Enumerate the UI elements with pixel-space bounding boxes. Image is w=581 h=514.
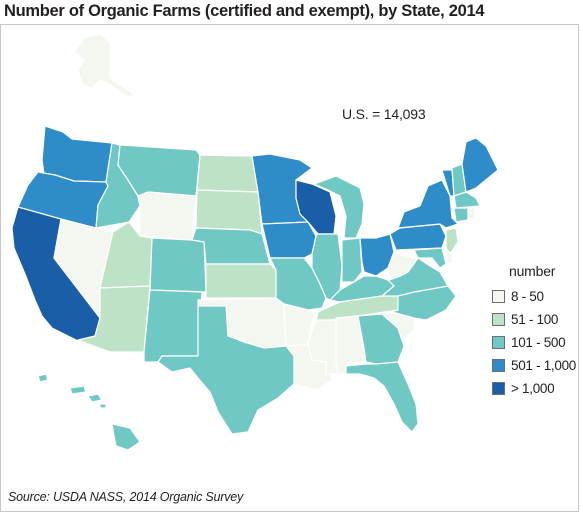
state-maine xyxy=(461,137,499,193)
legend-item: 501 - 1,000 xyxy=(492,354,578,377)
state-missouri xyxy=(269,257,327,311)
legend-label: 51 - 100 xyxy=(511,312,559,327)
state-maryland xyxy=(413,247,447,269)
legend-label: 8 - 50 xyxy=(511,289,544,304)
state-michigan xyxy=(313,175,365,239)
state-kansas xyxy=(205,263,277,299)
state-illinois xyxy=(311,233,343,301)
legend-swatch xyxy=(492,336,505,349)
legend-title: number xyxy=(509,263,556,279)
state-delaware xyxy=(445,249,453,265)
map-frame xyxy=(0,24,579,512)
state-indiana xyxy=(341,237,363,283)
state-north-dakota xyxy=(196,154,259,193)
legend-item: 8 - 50 xyxy=(492,285,578,308)
state-florida xyxy=(345,361,419,433)
state-south-dakota xyxy=(195,189,263,235)
legend-item: > 1,000 xyxy=(492,377,578,400)
state-massachusetts xyxy=(453,191,481,209)
page-title: Number of Organic Farms (certified and e… xyxy=(4,2,485,20)
state-alaska xyxy=(73,33,135,97)
state-colorado xyxy=(149,237,207,293)
us-total-label: U.S. = 14,093 xyxy=(342,106,426,122)
state-rhode-island xyxy=(467,207,477,221)
source-note: Source: USDA NASS, 2014 Organic Survey xyxy=(8,490,244,504)
legend-item: 51 - 100 xyxy=(492,308,578,331)
state-iowa xyxy=(261,221,317,259)
legend: number 8 - 50 51 - 100 101 - 500 501 - 1… xyxy=(492,263,578,400)
state-connecticut xyxy=(453,207,469,223)
state-hawaii xyxy=(37,373,141,451)
legend-item: 101 - 500 xyxy=(492,331,578,354)
legend-swatch xyxy=(492,382,505,395)
state-texas xyxy=(157,305,295,435)
legend-swatch xyxy=(492,290,505,303)
legend-label: > 1,000 xyxy=(511,381,555,396)
state-new-mexico xyxy=(143,289,203,363)
legend-swatch xyxy=(492,359,505,372)
state-wyoming xyxy=(137,191,197,241)
legend-label: 101 - 500 xyxy=(511,335,566,350)
state-washington xyxy=(41,125,113,183)
legend-label: 501 - 1,000 xyxy=(511,358,577,373)
legend-swatch xyxy=(492,313,505,326)
state-new-jersey xyxy=(445,227,459,255)
